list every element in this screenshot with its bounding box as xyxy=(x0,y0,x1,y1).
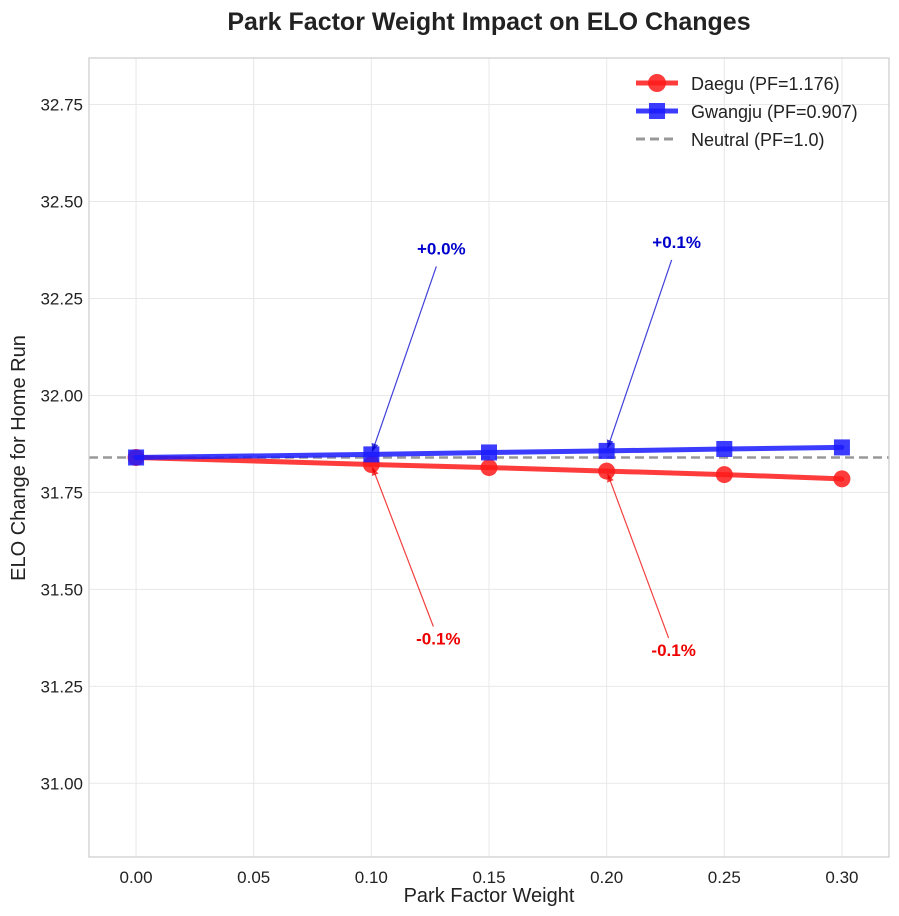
data-point-daegu xyxy=(715,466,733,484)
annotation-arrowhead xyxy=(607,473,614,483)
annotation-arrowhead xyxy=(371,442,379,452)
x-tick-label: 0.15 xyxy=(472,868,505,887)
data-point-daegu xyxy=(833,470,851,488)
series-line-gwangju xyxy=(133,444,845,460)
annotation-label: -0.1% xyxy=(416,629,460,648)
data-point-gwangju xyxy=(598,442,615,459)
annotation-arrowhead xyxy=(606,439,614,449)
legend-label-neutral: Neutral (PF=1.0) xyxy=(691,130,825,150)
y-tick-label: 32.75 xyxy=(40,96,83,115)
legend-marker-gwangju xyxy=(649,103,665,119)
annotation-arrow xyxy=(371,467,434,627)
x-axis-label: Park Factor Weight xyxy=(404,885,575,907)
annotation-arrow xyxy=(607,259,673,449)
x-tick-label: 0.20 xyxy=(590,868,623,887)
y-axis: 31.00 31.25 31.50 31.75 32.00 32.25 32.50 32.75 xyxy=(40,96,83,794)
chart-title: Park Factor Weight Impact on ELO Changes xyxy=(227,8,750,36)
data-point-gwangju xyxy=(481,444,497,461)
annotation-label: -0.1% xyxy=(651,641,695,660)
annotation-arrow xyxy=(607,473,670,639)
x-tick-label: 0.05 xyxy=(237,868,270,887)
plot-frame xyxy=(88,57,890,858)
annotation-arrowhead xyxy=(372,467,379,477)
legend-marker-daegu xyxy=(648,74,666,92)
annotation-arrow xyxy=(371,266,437,452)
y-tick-label: 32.25 xyxy=(40,289,83,308)
x-tick-label: 0.30 xyxy=(825,868,858,887)
series-layer xyxy=(127,439,851,488)
annotation-label: +0.1% xyxy=(652,233,701,252)
x-tick-label: 0.25 xyxy=(708,868,741,887)
data-point-gwangju xyxy=(833,439,850,456)
y-tick-label: 31.25 xyxy=(40,677,83,696)
legend: Daegu (PF=1.176) Gwangju (PF=0.907) Neut… xyxy=(636,74,858,150)
data-point-daegu xyxy=(598,462,616,480)
y-tick-label: 31.50 xyxy=(40,580,83,599)
y-tick-label: 32.50 xyxy=(40,193,83,212)
data-point-gwangju xyxy=(363,446,380,463)
data-point-gwangju xyxy=(128,449,145,466)
legend-label-gwangju: Gwangju (PF=0.907) xyxy=(691,102,858,122)
legend-label-daegu: Daegu (PF=1.176) xyxy=(691,74,840,94)
x-axis: 0.00 0.05 0.10 0.15 0.20 0.25 0.30 xyxy=(120,868,859,887)
data-point-gwangju xyxy=(716,440,733,457)
series-line-daegu xyxy=(133,455,845,482)
data-point-daegu xyxy=(480,459,498,477)
y-tick-label: 32.00 xyxy=(40,386,83,405)
annotation-label: +0.0% xyxy=(417,239,466,258)
y-tick-label: 31.75 xyxy=(40,483,83,502)
x-tick-label: 0.10 xyxy=(355,868,388,887)
y-tick-label: 31.00 xyxy=(40,774,83,793)
annotation-layer: +0.0% +0.1% -0.1% -0.1% xyxy=(371,233,701,660)
y-axis-label: ELO Change for Home Run xyxy=(8,335,30,581)
grid xyxy=(89,58,889,857)
x-tick-label: 0.00 xyxy=(120,868,153,887)
